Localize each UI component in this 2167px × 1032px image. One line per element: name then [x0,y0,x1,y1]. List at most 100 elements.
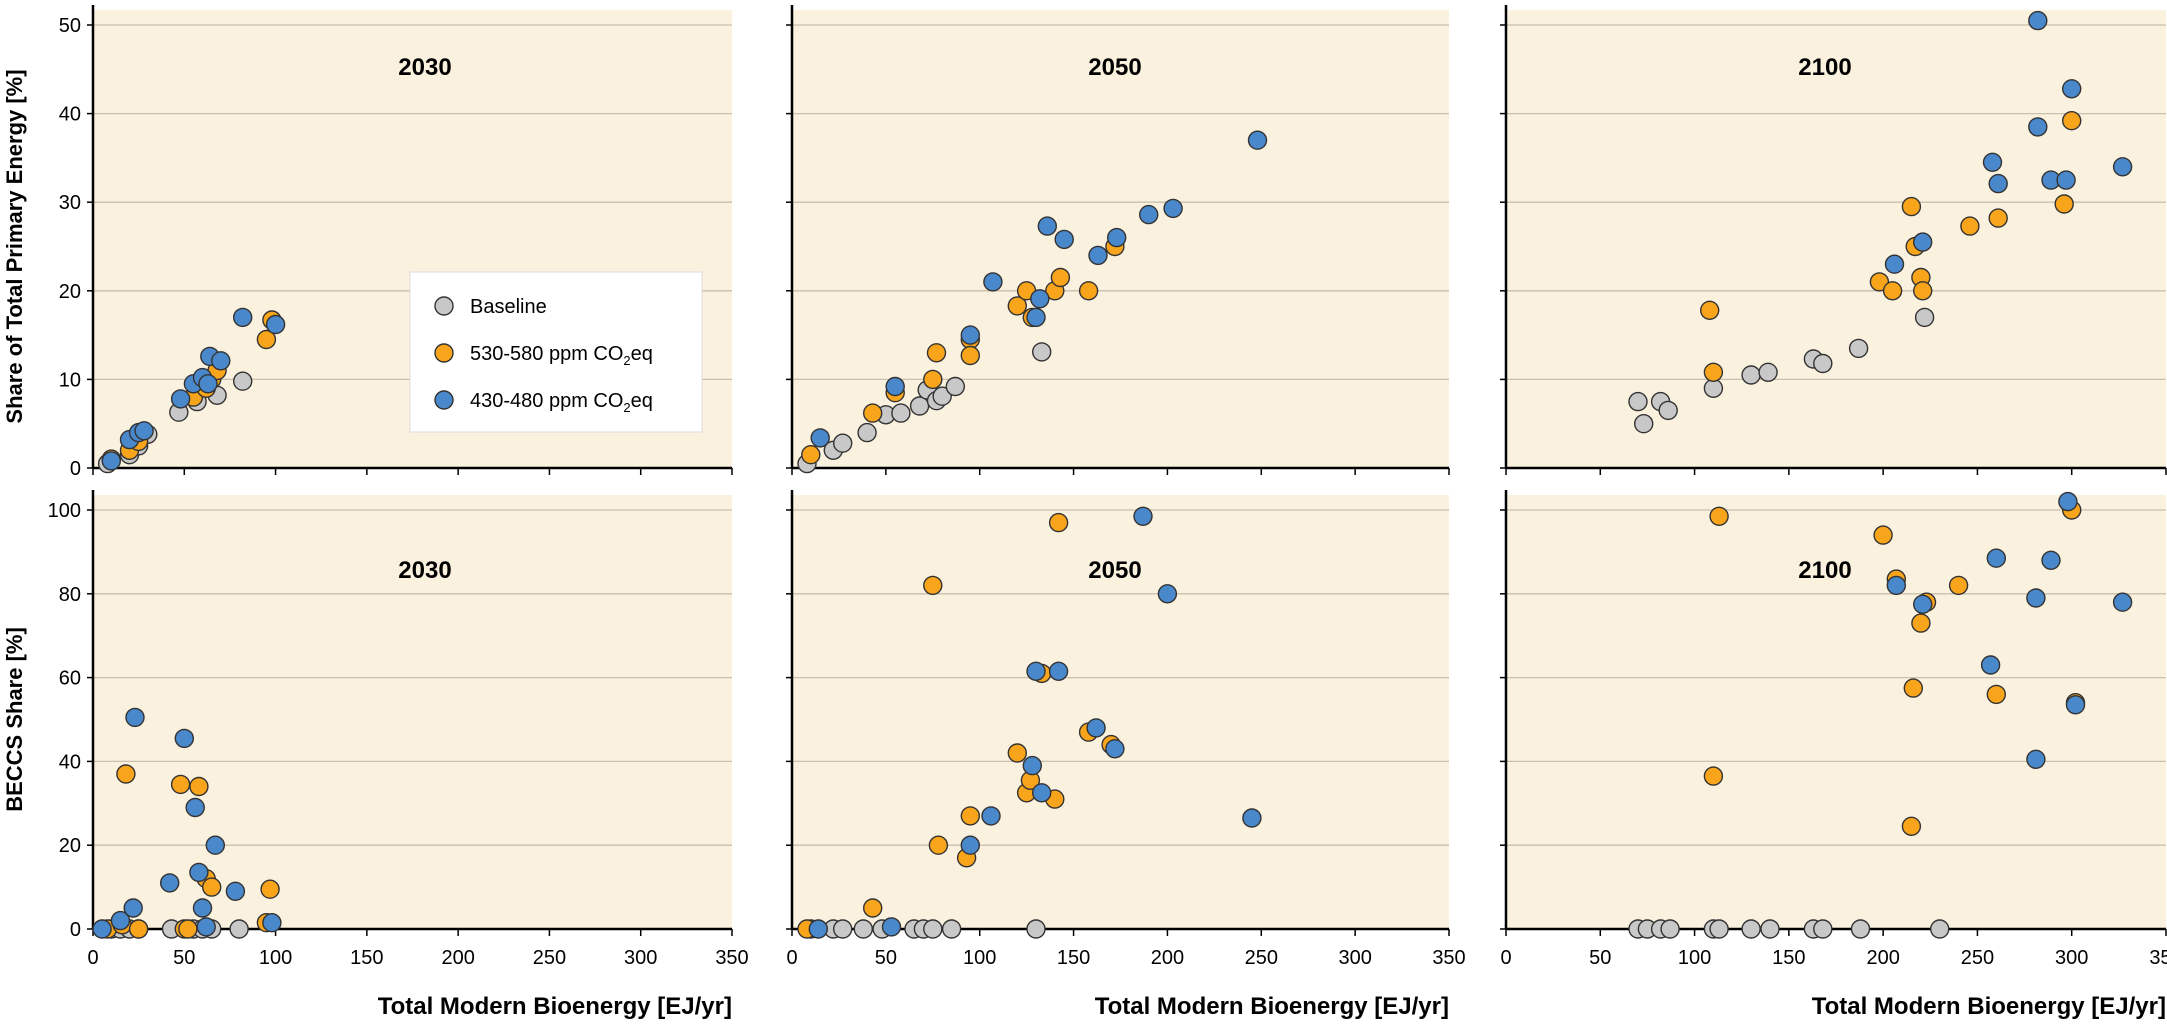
point-low [205,835,226,855]
panel-beccs-2030: 0 20 40 60 80 100 0 50 100 150 200 250 300 350 2030 BEC… [2,490,749,969]
point-baseline [932,386,952,406]
y-tick-label: 80 [59,584,81,606]
point-low [960,325,980,345]
point-mid [1078,281,1099,301]
point-mid [1911,613,1931,633]
point-mid [1903,678,1924,698]
point-mid [201,877,222,897]
point-mid [1882,281,1903,301]
point-low [1886,575,1907,596]
point-mid [928,835,949,855]
point-low [1157,584,1178,604]
point-mid [1873,525,1893,545]
point-mid [1948,575,1969,596]
x-tick-label: 300 [2055,947,2088,969]
x-tick-label: 0 [87,947,98,969]
x-tick-label: 350 [715,947,748,969]
point-low [1980,655,2001,675]
point-low [189,862,209,883]
point-low [2061,79,2082,99]
y-tick-label: 40 [59,751,81,773]
point-mid [1988,208,2008,228]
point-low [1163,198,1183,219]
y-tick-label: 20 [59,281,81,303]
point-low [101,451,122,471]
point-low [92,919,112,939]
legend-marker-baseline [434,296,454,316]
point-low [110,910,131,931]
point-low [1037,216,1058,236]
point-baseline [909,396,930,416]
y-axis-label: Share of Total Primary Energy [%] [2,69,27,423]
point-low [2065,695,2086,715]
point-low [211,351,231,371]
point-low [1138,204,1159,225]
y-tick-label: 100 [48,500,81,522]
x-tick-label: 200 [1866,947,1899,969]
point-low [960,835,980,855]
point-low [1105,739,1125,759]
x-tick-label: 100 [963,947,996,969]
point-mid [926,343,947,363]
point-baseline [1741,919,1761,939]
x-tick-label: 350 [2149,947,2167,969]
point-low [225,881,246,901]
legend-label-mid: 530-580 ppm CO2eq [470,343,653,368]
point-low [198,374,218,394]
point-low [2058,491,2078,512]
y-tick-label: 30 [59,192,81,214]
point-baseline [1929,919,1950,939]
point-low [1982,152,2003,173]
point-baseline [1703,378,1724,398]
point-mid [128,919,149,939]
point-low [1026,661,1046,681]
point-mid [1048,512,1069,533]
point-mid [256,329,277,350]
point-baseline [833,433,853,453]
point-baseline [857,422,877,443]
x-tick-label: 50 [1589,947,1611,969]
point-mid [1007,743,1027,763]
x-axis-label: Total Modern Bioenergy [EJ/yr] [1812,993,2166,1020]
point-low [983,272,1003,292]
point-low [1133,506,1153,526]
point-mid [260,879,280,899]
x-tick-label: 300 [1338,947,1371,969]
point-baseline [853,919,873,939]
point-mid [863,898,883,918]
point-low [1054,229,1074,250]
x-tick-label: 250 [1961,947,1994,969]
point-low [1106,227,1127,248]
point-low [881,917,902,937]
point-low [885,376,905,397]
point-low [2028,10,2048,31]
panel-share-2100: 2100 [1500,5,2167,475]
point-mid [170,774,191,795]
point-baseline [945,376,965,397]
point-low [1030,289,1050,309]
point-low [1912,594,1933,614]
point-mid [116,764,136,784]
point-baseline [1658,400,1678,421]
point-mid [1901,816,1922,836]
point-mid [189,776,209,797]
x-tick-label: 0 [786,947,797,969]
y-tick-label: 60 [59,668,81,690]
x-tick-label: 50 [173,947,195,969]
point-mid [1699,300,1720,320]
point-baseline [1741,365,1761,385]
point-baseline [1850,919,1871,939]
point-low [2112,157,2133,177]
panel-title: 2050 [1088,557,1141,584]
x-tick-label: 350 [1432,947,1465,969]
point-low [1022,755,1043,776]
point-mid [1703,362,1724,382]
point-mid [1050,267,1071,288]
point-low [1088,245,1108,266]
point-mid [2054,194,2074,214]
panel-title: 2100 [1798,557,1851,584]
plot-area [93,495,732,929]
point-low [1986,548,2007,568]
point-baseline [1660,919,1680,939]
